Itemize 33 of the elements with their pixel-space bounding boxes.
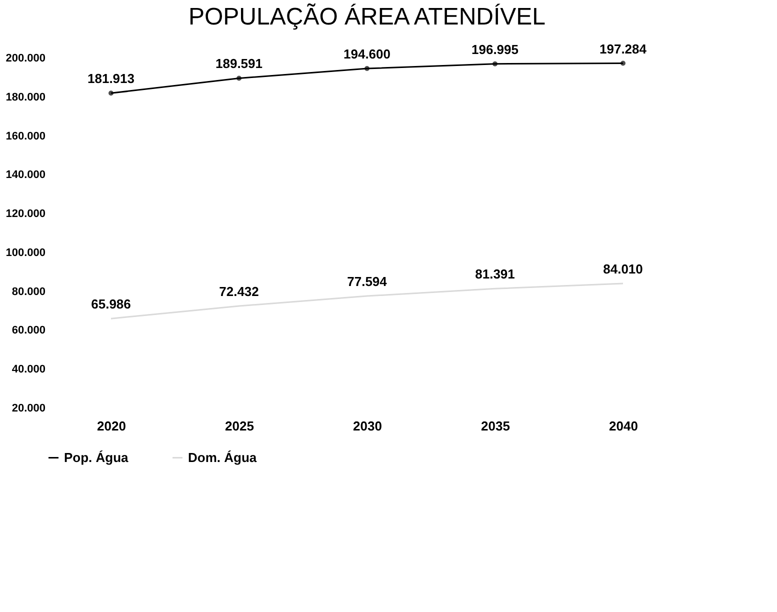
y-tick-label: 180.000 bbox=[6, 91, 46, 104]
y-tick-label: 200.000 bbox=[6, 52, 46, 64]
x-tick-label: 2035 bbox=[481, 418, 510, 434]
data-label: 197.284 bbox=[600, 41, 648, 56]
point bbox=[236, 76, 242, 81]
x-tick-label: 2020 bbox=[97, 418, 126, 434]
data-label: 72.432 bbox=[219, 284, 259, 300]
y-tick-label: 60.000 bbox=[12, 324, 46, 337]
y-tick-label: 140.000 bbox=[6, 169, 46, 182]
data-label: 84.010 bbox=[603, 262, 643, 277]
y-tick-label: 100.000 bbox=[6, 246, 46, 259]
data-label: 194.600 bbox=[344, 46, 390, 62]
chart-title: POPULAÇÃO ÁREA ATENDÍVEL bbox=[188, 2, 546, 30]
x-tick-label: 2025 bbox=[225, 418, 254, 434]
legend-label: Dom. Água bbox=[188, 450, 258, 465]
y-tick-label: 20.000 bbox=[12, 402, 46, 414]
data-label: 196.995 bbox=[472, 42, 518, 57]
x-tick-label: 2030 bbox=[353, 418, 382, 434]
point bbox=[364, 66, 370, 71]
data-label: 65.986 bbox=[91, 296, 131, 312]
legend-label: Pop. Água bbox=[64, 450, 130, 465]
point bbox=[620, 60, 626, 66]
data-label: 181.913 bbox=[88, 71, 134, 86]
x-tick-label: 2040 bbox=[609, 418, 638, 434]
y-tick-label: 160.000 bbox=[6, 130, 46, 142]
point bbox=[492, 61, 498, 66]
y-tick-label: 80.000 bbox=[12, 286, 46, 298]
data-label: 81.391 bbox=[475, 266, 515, 282]
data-label: 189.591 bbox=[216, 56, 262, 72]
data-label: 77.594 bbox=[347, 274, 388, 290]
y-tick-label: 120.000 bbox=[6, 208, 46, 220]
y-tick-label: 40.000 bbox=[12, 364, 46, 376]
point bbox=[108, 90, 114, 96]
